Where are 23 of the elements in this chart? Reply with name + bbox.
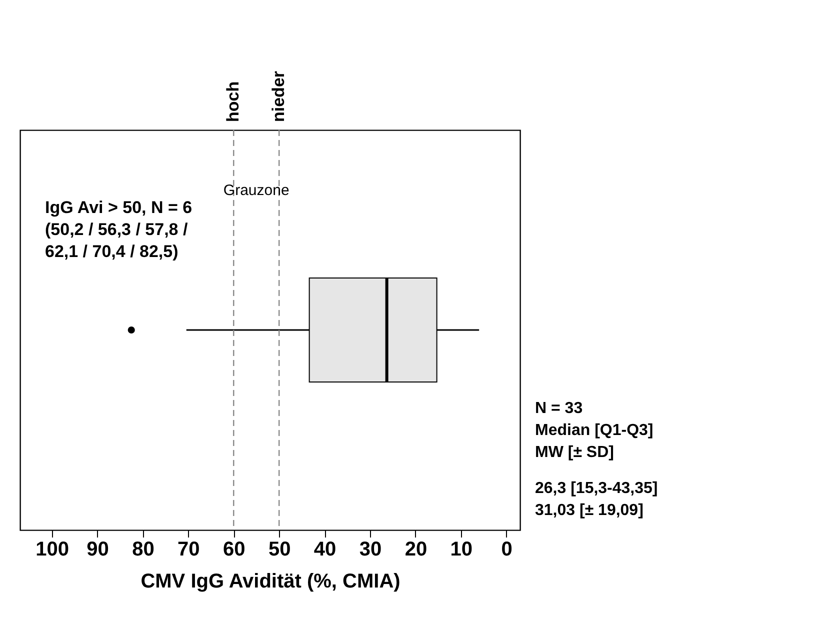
x-tick-label: 40	[314, 538, 336, 560]
x-tick-label: 20	[404, 538, 428, 560]
x-tick-label: 100	[36, 538, 70, 560]
ref-line-label: nieder	[269, 70, 288, 122]
x-tick-label: 60	[223, 538, 246, 560]
text: 26,3 [15,3-43,35]	[535, 480, 658, 497]
text: N = 33	[535, 400, 583, 417]
x-tick-label: 90	[86, 538, 109, 560]
annotation: Grauzone	[223, 182, 290, 199]
x-axis-title: CMV IgG Avidität (%, CMIA)	[140, 570, 400, 592]
ref-line-label: hoch	[224, 81, 243, 122]
text: 31,03 [± 19,09]	[535, 502, 644, 519]
annotation: (50,2 / 56,3 / 57,8 /	[45, 220, 188, 239]
annotation: IgG Avi > 50, N = 6	[45, 198, 192, 217]
text: MW [± SD]	[535, 444, 614, 461]
x-tick-label: 0	[501, 538, 512, 560]
x-tick-label: 70	[178, 538, 200, 560]
text: Median [Q1-Q3]	[535, 422, 654, 439]
x-tick-label: 10	[450, 538, 473, 560]
x-tick-label: 30	[359, 538, 382, 560]
annotation: 62,1 / 70,4 / 82,5)	[45, 242, 178, 261]
x-tick-label: 80	[132, 538, 154, 560]
x-tick-label: 50	[268, 538, 291, 560]
